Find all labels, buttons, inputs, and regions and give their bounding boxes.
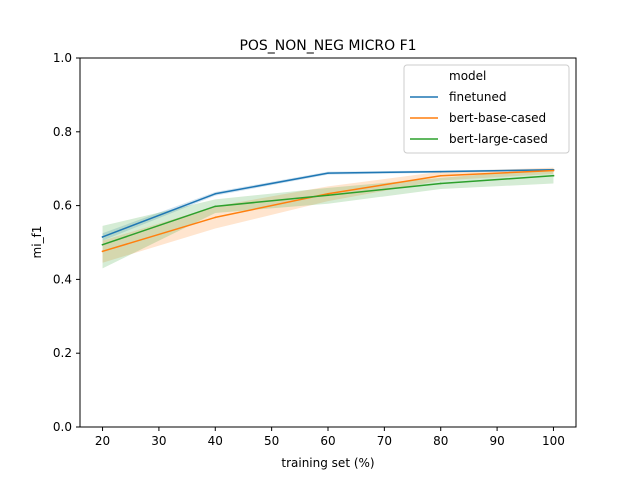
legend-title: model (449, 69, 486, 83)
y-tick-label: 0.6 (53, 199, 72, 213)
data-point (439, 182, 442, 185)
data-point (214, 216, 217, 219)
y-tick-label: 0.4 (53, 272, 72, 286)
data-point (439, 170, 442, 173)
x-tick-label: 60 (320, 434, 335, 448)
y-tick-label: 0.8 (53, 125, 72, 139)
x-axis-label: training set (%) (281, 456, 374, 470)
x-tick-label: 90 (489, 434, 504, 448)
legend-label: bert-large-cased (449, 132, 548, 146)
data-point (327, 192, 329, 195)
legend-items: finetuned bert-base-cased bert-large-cased (410, 90, 548, 146)
y-tick-label: 1.0 (53, 51, 72, 65)
x-tick-label: 70 (377, 434, 392, 448)
x-tick-label: 40 (208, 434, 223, 448)
x-tick-label: 30 (151, 434, 166, 448)
legend-label: bert-base-cased (449, 111, 546, 125)
x-axis: 20 30 40 50 60 70 80 90 100 (95, 427, 565, 448)
data-point (552, 174, 555, 177)
data-point (101, 243, 104, 246)
ci-band (102, 167, 554, 263)
data-point (327, 194, 329, 197)
x-tick-label: 80 (433, 434, 448, 448)
y-axis: 0.0 0.2 0.4 0.6 0.8 1.0 (53, 51, 80, 434)
data-point (214, 205, 217, 208)
legend-label: finetuned (449, 90, 506, 104)
x-tick-label: 100 (542, 434, 565, 448)
data-point (327, 172, 329, 174)
data-point (552, 169, 555, 172)
chart-title: POS_NON_NEG MICRO F1 (239, 38, 416, 54)
data-point (214, 192, 217, 195)
legend-box (403, 64, 570, 154)
series-lines (101, 169, 555, 253)
x-tick-label: 50 (264, 434, 279, 448)
legend: model finetuned bert-base-cased bert-large… (403, 64, 570, 154)
data-point (439, 174, 442, 177)
y-tick-label: 0.0 (53, 420, 72, 434)
y-tick-label: 0.2 (53, 346, 72, 360)
y-axis-label: mi_f1 (30, 226, 44, 259)
data-point (101, 236, 104, 238)
x-tick-label: 20 (95, 434, 110, 448)
data-point (101, 250, 104, 253)
